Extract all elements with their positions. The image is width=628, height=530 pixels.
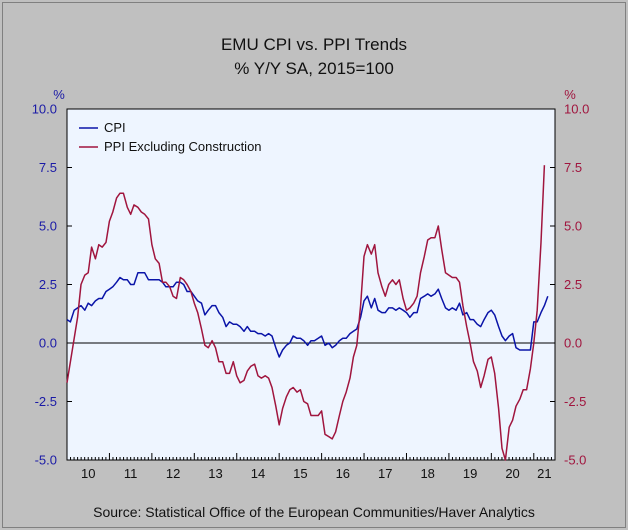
legend: CPI PPI Excluding Construction <box>79 120 262 154</box>
y-tick-label-left: 0.0 <box>39 336 57 351</box>
plot-area <box>66 108 556 461</box>
x-tick-label: 15 <box>293 466 307 481</box>
source-note: Source: Statistical Office of the Europe… <box>93 504 535 520</box>
x-tick-label: 18 <box>420 466 434 481</box>
y-tick-label-left: 10.0 <box>32 102 57 117</box>
y-tick-label-right: 7.5 <box>564 160 582 175</box>
x-tick-label: 12 <box>166 466 180 481</box>
y-tick-label-right: -5.0 <box>564 453 586 468</box>
ppi-line <box>66 165 546 461</box>
right-axis-unit: % <box>564 87 576 102</box>
chart-title: EMU CPI vs. PPI Trends <box>221 35 407 54</box>
x-tick-label: 17 <box>378 466 392 481</box>
x-tick-label: 16 <box>336 466 350 481</box>
chart-subtitle: % Y/Y SA, 2015=100 <box>234 59 394 78</box>
legend-label-cpi: CPI <box>104 120 126 135</box>
cpi-line <box>66 272 549 358</box>
x-tick-label: 19 <box>463 466 477 481</box>
left-axis-unit: % <box>53 87 65 102</box>
series-lines <box>66 165 549 461</box>
y-tick-label-right: 10.0 <box>564 102 589 117</box>
y-tick-label-left: 2.5 <box>39 277 57 292</box>
x-tick-label: 14 <box>251 466 265 481</box>
y-tick-label-left: -5.0 <box>35 453 57 468</box>
x-tick-label: 10 <box>81 466 95 481</box>
y-tick-label-left: -2.5 <box>35 394 57 409</box>
x-tick-label: 21 <box>537 466 551 481</box>
x-tick-label: 13 <box>208 466 222 481</box>
axis-ticks: 10.0 10.0 7.5 7.5 5.0 5.0 2.5 2.5 0.0 0.0 -2.5 -2.5… <box>32 102 590 482</box>
y-tick-label-right: -2.5 <box>564 394 586 409</box>
y-tick-label-left: 7.5 <box>39 160 57 175</box>
x-tick-label: 11 <box>124 466 138 481</box>
x-tick-label: 20 <box>505 466 519 481</box>
y-tick-label-right: 0.0 <box>564 336 582 351</box>
y-tick-label-right: 2.5 <box>564 277 582 292</box>
y-tick-label-left: 5.0 <box>39 219 57 234</box>
legend-label-ppi: PPI Excluding Construction <box>104 139 262 154</box>
y-tick-label-right: 5.0 <box>564 219 582 234</box>
